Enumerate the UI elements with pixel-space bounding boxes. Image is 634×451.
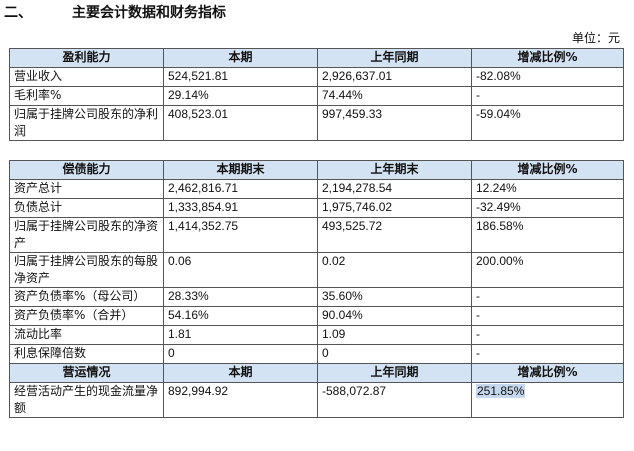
current-value: 54.16% bbox=[163, 306, 318, 326]
table-row: 资产负债率%（合并） 54.16% 90.04% - bbox=[9, 306, 624, 326]
row-label: 经营活动产生的现金流量净额 bbox=[9, 382, 164, 418]
prior-value: 493,525.72 bbox=[317, 217, 472, 253]
row-label: 资产负债率%（合并） bbox=[9, 306, 164, 326]
row-label: 营业收入 bbox=[9, 67, 164, 87]
prior-value: 74.44% bbox=[317, 86, 472, 106]
current-value: 28.33% bbox=[163, 287, 318, 307]
header-cell: 盈利能力 bbox=[9, 48, 164, 68]
header-cell: 增减比例% bbox=[471, 48, 624, 68]
row-label: 负债总计 bbox=[9, 198, 164, 218]
current-value: 1,414,352.75 bbox=[163, 217, 318, 253]
prior-value: 1,975,746.02 bbox=[317, 198, 472, 218]
change-value: -32.49% bbox=[471, 198, 624, 218]
prior-value: 0 bbox=[317, 344, 472, 364]
table-header-row: 盈利能力 本期 上年同期 增减比例% bbox=[9, 48, 624, 68]
prior-value: 2,926,637.01 bbox=[317, 67, 472, 87]
change-value: -82.08% bbox=[471, 67, 624, 87]
table-row: 归属于挂牌公司股东的净资产 1,414,352.75 493,525.72 18… bbox=[9, 217, 624, 253]
prior-value: 35.60% bbox=[317, 287, 472, 307]
change-value: - bbox=[471, 86, 624, 106]
prior-value: 997,459.33 bbox=[317, 105, 472, 141]
table-row: 营业收入 524,521.81 2,926,637.01 -82.08% bbox=[9, 67, 624, 87]
selected-text-highlight[interactable]: 251.85% bbox=[476, 384, 526, 398]
row-label: 流动比率 bbox=[9, 325, 164, 345]
profit-table: 盈利能力 本期 上年同期 增减比例% 营业收入 524,521.81 2,926… bbox=[9, 48, 624, 141]
change-value: -59.04% bbox=[471, 105, 624, 141]
prior-value: 1.09 bbox=[317, 325, 472, 345]
change-value: - bbox=[471, 287, 624, 307]
solvency-table: 偿债能力 本期期末 上年期末 增减比例% 资产总计 2,462,816.71 2… bbox=[9, 160, 624, 418]
header-cell: 上年同期 bbox=[317, 363, 472, 383]
table-header-row: 营运情况 本期 上年同期 增减比例% bbox=[9, 363, 624, 383]
current-value: 524,521.81 bbox=[163, 67, 318, 87]
table-row: 资产总计 2,462,816.71 2,194,278.54 12.24% bbox=[9, 179, 624, 199]
prior-value: 2,194,278.54 bbox=[317, 179, 472, 199]
current-value: 2,462,816.71 bbox=[163, 179, 318, 199]
table-row: 流动比率 1.81 1.09 - bbox=[9, 325, 624, 345]
row-label: 利息保障倍数 bbox=[9, 344, 164, 364]
row-label: 归属于挂牌公司股东的净利润 bbox=[9, 105, 164, 141]
change-value: 200.00% bbox=[471, 252, 624, 288]
row-label: 资产负债率%（母公司） bbox=[9, 287, 164, 307]
table-row: 利息保障倍数 0 0 - bbox=[9, 344, 624, 364]
unit-label: 单位：元 bbox=[571, 31, 620, 45]
current-value: 29.14% bbox=[163, 86, 318, 106]
current-value: 1,333,854.91 bbox=[163, 198, 318, 218]
table-row: 归属于挂牌公司股东的净利润 408,523.01 997,459.33 -59.… bbox=[9, 105, 624, 141]
header-cell: 营运情况 bbox=[9, 363, 164, 383]
change-value: 186.58% bbox=[471, 217, 624, 253]
current-value: 0.06 bbox=[163, 252, 318, 288]
header-cell: 上年同期 bbox=[317, 48, 472, 68]
table-row: 负债总计 1,333,854.91 1,975,746.02 -32.49% bbox=[9, 198, 624, 218]
current-value: 892,994.92 bbox=[163, 382, 318, 418]
row-label: 归属于挂牌公司股东的每股净资产 bbox=[9, 252, 164, 288]
change-value: - bbox=[471, 306, 624, 326]
table-row: 毛利率% 29.14% 74.44% - bbox=[9, 86, 624, 106]
header-cell: 本期期末 bbox=[163, 160, 318, 180]
row-label: 毛利率% bbox=[9, 86, 164, 106]
table-header-row: 偿债能力 本期期末 上年期末 增减比例% bbox=[9, 160, 624, 180]
section-title: 主要会计数据和财务指标 bbox=[72, 5, 226, 21]
section-number: 二、 bbox=[4, 5, 32, 21]
table-row: 经营活动产生的现金流量净额 892,994.92 -588,072.87 251… bbox=[9, 382, 624, 418]
change-value: - bbox=[471, 325, 624, 345]
change-value: 12.24% bbox=[471, 179, 624, 199]
header-cell: 本期 bbox=[163, 363, 318, 383]
row-label: 资产总计 bbox=[9, 179, 164, 199]
header-cell: 本期 bbox=[163, 48, 318, 68]
current-value: 1.81 bbox=[163, 325, 318, 345]
section-heading: 二、 主要会计数据和财务指标 bbox=[4, 2, 226, 22]
prior-value: 90.04% bbox=[317, 306, 472, 326]
row-label: 归属于挂牌公司股东的净资产 bbox=[9, 217, 164, 253]
table-row: 归属于挂牌公司股东的每股净资产 0.06 0.02 200.00% bbox=[9, 252, 624, 288]
current-value: 0 bbox=[163, 344, 318, 364]
current-value: 408,523.01 bbox=[163, 105, 318, 141]
header-cell: 增减比例% bbox=[471, 160, 624, 180]
table-row: 资产负债率%（母公司） 28.33% 35.60% - bbox=[9, 287, 624, 307]
prior-value: -588,072.87 bbox=[317, 382, 472, 418]
prior-value: 0.02 bbox=[317, 252, 472, 288]
change-value: 251.85% bbox=[471, 382, 624, 418]
header-cell: 增减比例% bbox=[471, 363, 624, 383]
change-value: - bbox=[471, 344, 624, 364]
header-cell: 偿债能力 bbox=[9, 160, 164, 180]
header-cell: 上年期末 bbox=[317, 160, 472, 180]
